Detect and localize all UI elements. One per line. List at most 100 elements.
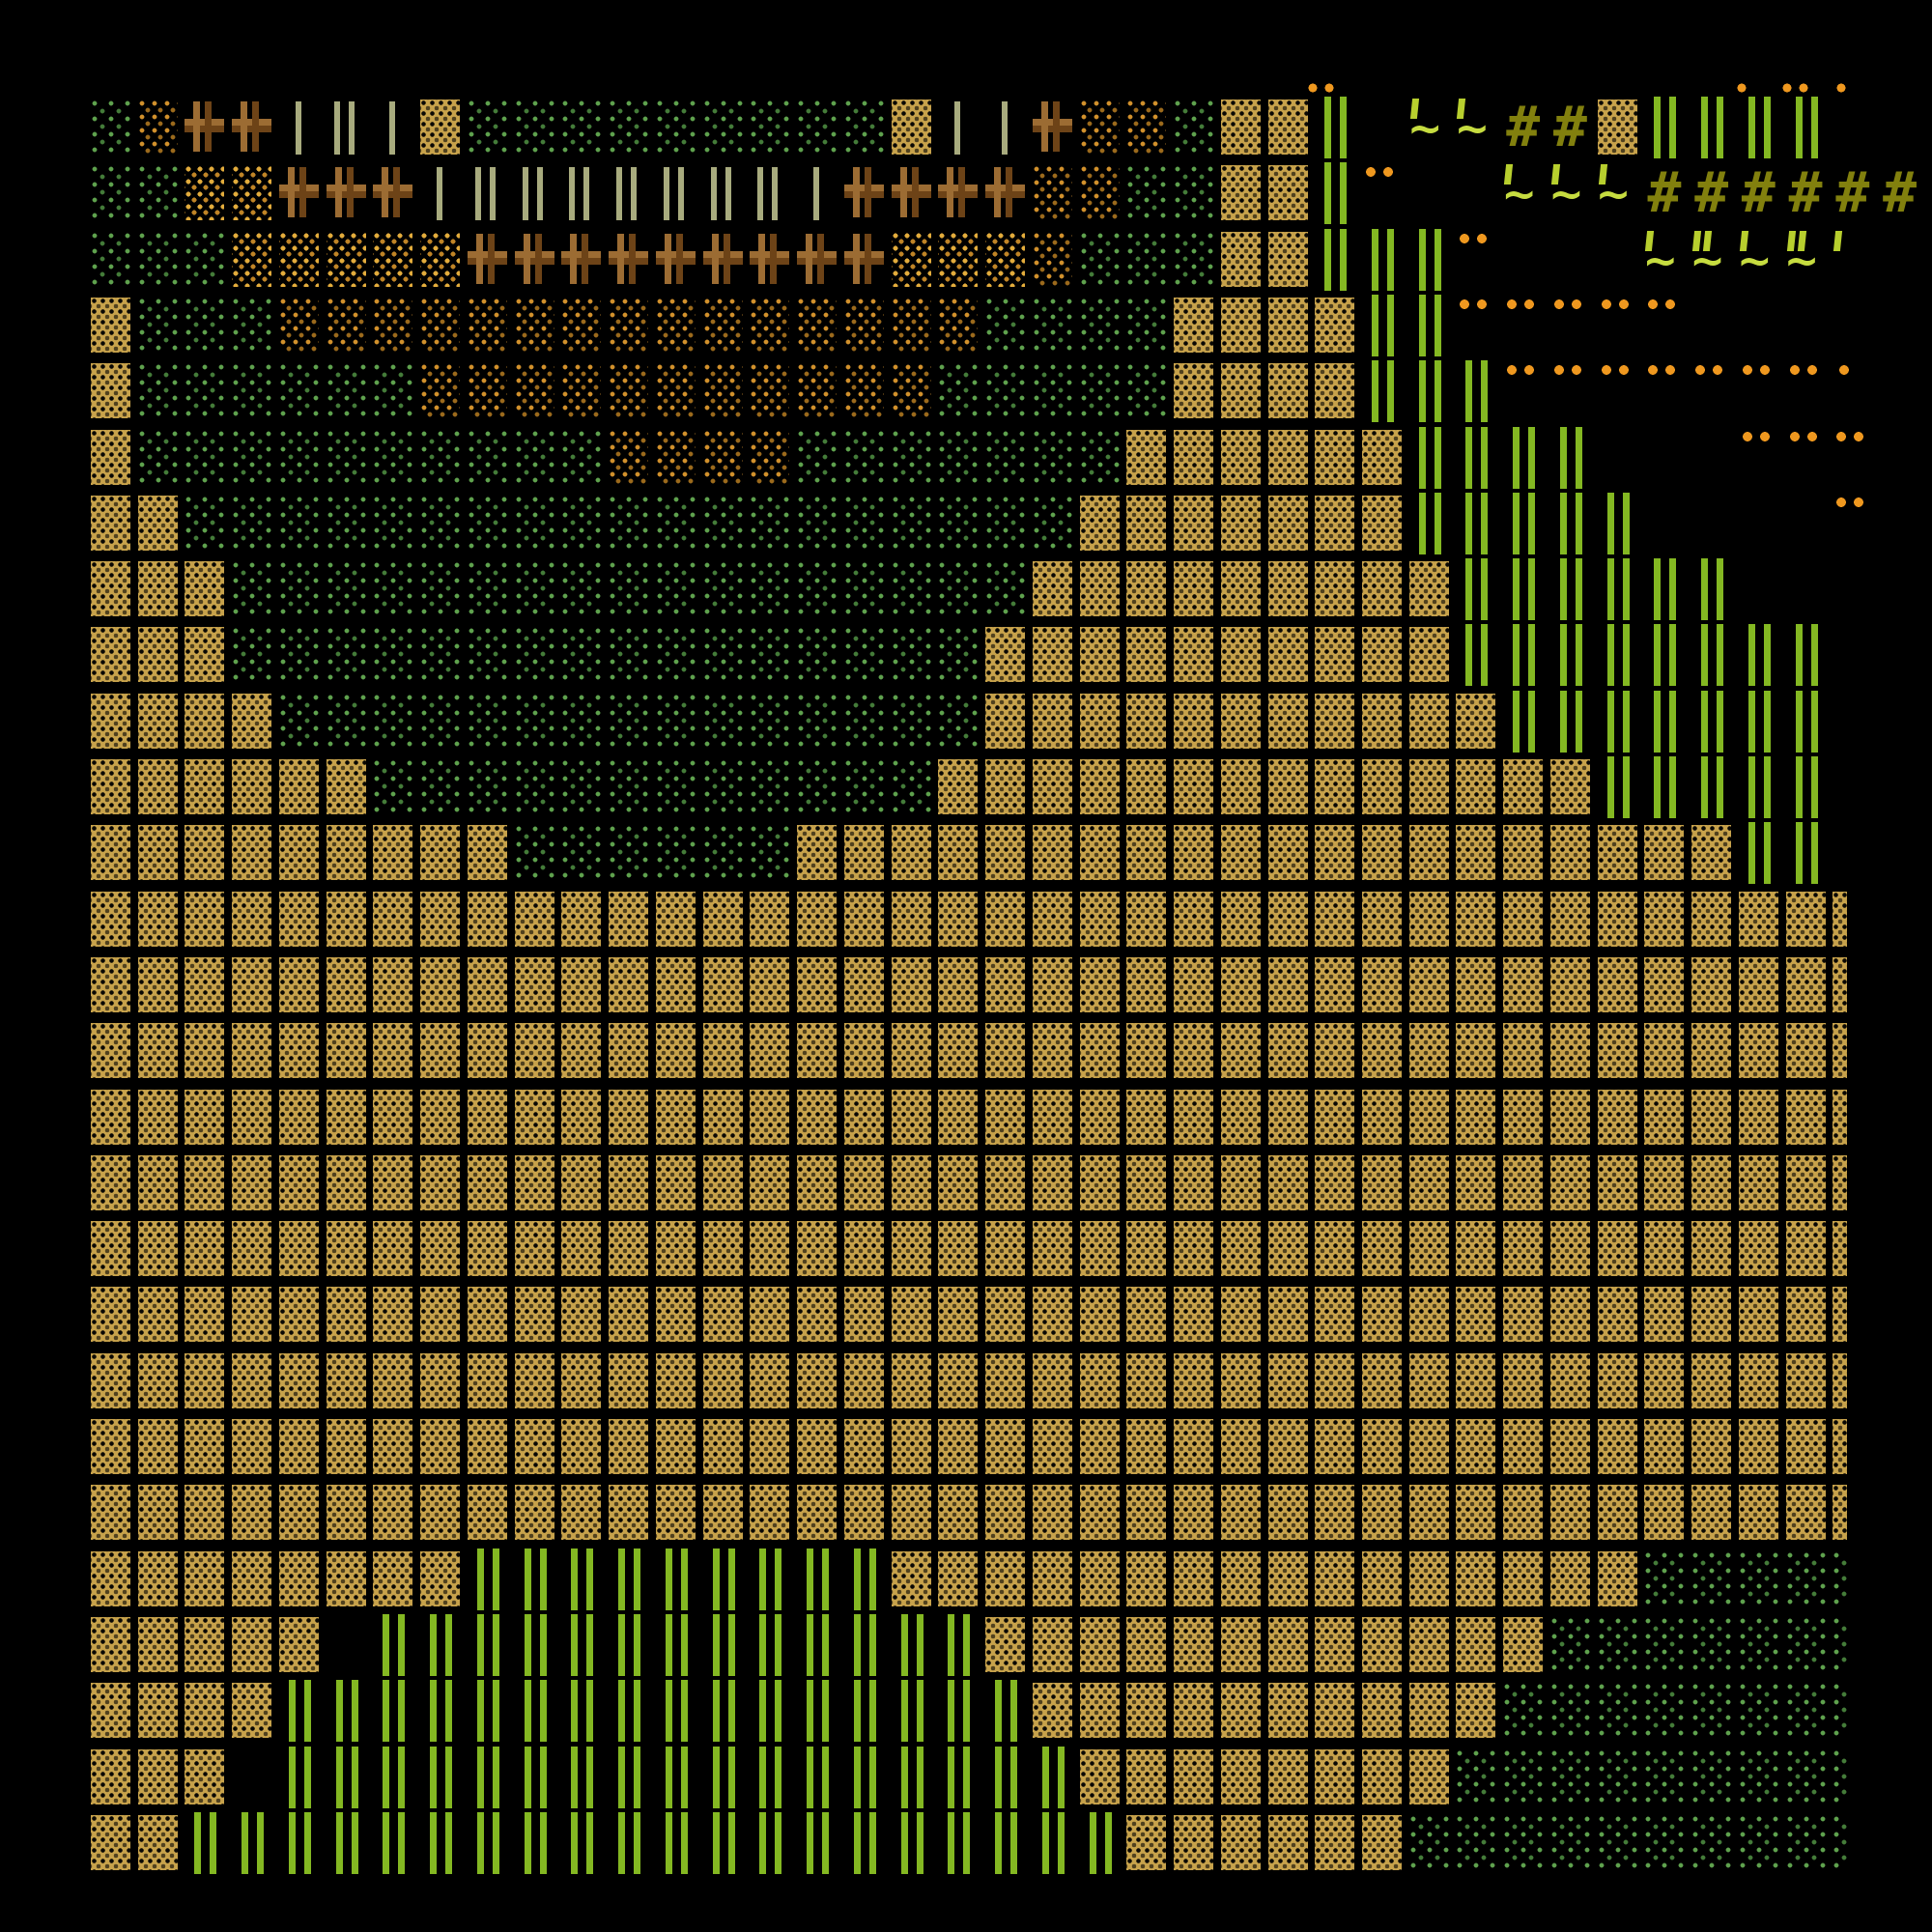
grass-light-shade-tile[interactable]	[652, 491, 699, 557]
sand-medium-shade-tile[interactable]	[181, 1414, 228, 1481]
soil-light-shade-tile[interactable]	[746, 358, 793, 425]
sand-medium-shade-tile[interactable]	[275, 754, 323, 821]
sand-medium-shade-tile[interactable]	[87, 1810, 134, 1877]
sand-medium-shade-tile[interactable]	[323, 1414, 370, 1481]
soil-light-shade-tile[interactable]	[840, 358, 888, 425]
sand-medium-shade-tile[interactable]	[1594, 1282, 1641, 1349]
grass-light-shade-tile[interactable]	[1594, 1745, 1641, 1811]
sand-medium-shade-tile[interactable]	[1264, 1216, 1312, 1283]
sand-medium-shade-tile[interactable]	[1264, 358, 1312, 425]
grass-light-shade-tile[interactable]	[888, 556, 935, 623]
sand-medium-shade-tile[interactable]	[228, 1282, 275, 1349]
sand-medium-shade-tile[interactable]	[1076, 1349, 1123, 1415]
sand-medium-shade-tile[interactable]	[1499, 820, 1547, 887]
grass-light-shade-tile[interactable]	[1782, 1612, 1830, 1679]
soil-amber-shade-tile[interactable]	[888, 227, 935, 294]
sand-medium-shade-tile[interactable]	[1170, 1612, 1217, 1679]
sand-medium-shade-tile[interactable]	[134, 1547, 182, 1613]
sand-medium-shade-tile[interactable]	[1122, 491, 1170, 557]
crop-double-bar-tile[interactable]	[652, 1612, 699, 1679]
sand-medium-shade-tile[interactable]	[557, 887, 605, 953]
sand-medium-shade-tile[interactable]	[464, 820, 511, 887]
sand-medium-shade-tile[interactable]	[369, 1151, 416, 1217]
crop-double-bar-tile[interactable]	[369, 1810, 416, 1877]
crop-double-bar-tile[interactable]	[1452, 425, 1499, 492]
sand-medium-shade-tile[interactable]	[981, 689, 1029, 755]
sand-medium-shade-tile[interactable]	[1311, 491, 1358, 557]
crop-double-bar-tile[interactable]	[1311, 160, 1358, 227]
grass-light-shade-tile[interactable]	[793, 425, 840, 492]
soil-amber-shade-tile[interactable]	[181, 160, 228, 227]
grass-light-shade-tile[interactable]	[275, 689, 323, 755]
sand-medium-shade-tile[interactable]	[1076, 1678, 1123, 1745]
crop-double-bar-tile[interactable]	[1782, 95, 1830, 161]
sand-medium-shade-tile[interactable]	[1311, 1085, 1358, 1151]
sand-medium-shade-tile[interactable]	[1406, 1282, 1453, 1349]
crop-double-bar-tile[interactable]	[1782, 622, 1830, 689]
sand-medium-shade-tile[interactable]	[1264, 227, 1312, 294]
sand-medium-shade-tile[interactable]	[369, 1349, 416, 1415]
crop-double-bar-tile[interactable]	[699, 1612, 747, 1679]
sand-medium-shade-tile[interactable]	[134, 622, 182, 689]
crop-double-bar-tile[interactable]	[1406, 425, 1453, 492]
grass-light-shade-tile[interactable]	[1829, 1745, 1876, 1811]
grass-light-shade-tile[interactable]	[181, 227, 228, 294]
grass-light-shade-tile[interactable]	[464, 622, 511, 689]
sand-medium-shade-tile[interactable]	[87, 1678, 134, 1745]
sand-medium-shade-tile[interactable]	[1452, 1216, 1499, 1283]
sand-medium-shade-tile[interactable]	[87, 1547, 134, 1613]
sand-medium-shade-tile[interactable]	[1217, 1018, 1264, 1085]
sand-medium-shade-tile[interactable]	[181, 1480, 228, 1547]
sand-medium-shade-tile[interactable]	[323, 952, 370, 1019]
sand-medium-shade-tile[interactable]	[1452, 1414, 1499, 1481]
sand-medium-shade-tile[interactable]	[1170, 1745, 1217, 1811]
sand-medium-shade-tile[interactable]	[1170, 887, 1217, 953]
sand-medium-shade-tile[interactable]	[134, 1678, 182, 1745]
sand-medium-shade-tile[interactable]	[557, 1414, 605, 1481]
sand-medium-shade-tile[interactable]	[275, 1349, 323, 1415]
sand-medium-shade-tile[interactable]	[1499, 1216, 1547, 1283]
crop-double-bar-tile[interactable]	[228, 1810, 275, 1877]
sand-medium-shade-tile[interactable]	[323, 1480, 370, 1547]
sand-medium-shade-tile[interactable]	[699, 1282, 747, 1349]
sand-medium-shade-tile[interactable]	[1029, 1282, 1076, 1349]
sand-medium-shade-tile[interactable]	[181, 1547, 228, 1613]
sand-medium-shade-tile[interactable]	[1076, 556, 1123, 623]
sand-medium-shade-tile[interactable]	[746, 1085, 793, 1151]
sand-medium-shade-tile[interactable]	[181, 689, 228, 755]
grass-light-shade-tile[interactable]	[746, 820, 793, 887]
grass-light-shade-tile[interactable]	[464, 689, 511, 755]
sand-medium-shade-tile[interactable]	[1782, 1085, 1830, 1151]
sand-medium-shade-tile[interactable]	[557, 1282, 605, 1349]
sand-medium-shade-tile[interactable]	[1782, 1018, 1830, 1085]
sand-medium-shade-tile[interactable]	[1406, 754, 1453, 821]
grass-light-shade-tile[interactable]	[557, 754, 605, 821]
sand-medium-shade-tile[interactable]	[1452, 1678, 1499, 1745]
sand-medium-shade-tile[interactable]	[416, 1216, 464, 1283]
sand-medium-shade-tile[interactable]	[981, 1414, 1029, 1481]
crop-double-bar-tile[interactable]	[275, 1810, 323, 1877]
sand-medium-shade-tile[interactable]	[87, 1151, 134, 1217]
sand-medium-shade-tile[interactable]	[87, 1282, 134, 1349]
grass-light-shade-tile[interactable]	[605, 820, 652, 887]
sand-medium-shade-tile[interactable]	[793, 1480, 840, 1547]
sand-medium-shade-tile[interactable]	[1688, 1151, 1735, 1217]
sand-medium-shade-tile[interactable]	[1499, 952, 1547, 1019]
grass-light-shade-tile[interactable]	[511, 754, 558, 821]
sand-medium-shade-tile[interactable]	[134, 689, 182, 755]
sand-medium-shade-tile[interactable]	[1688, 952, 1735, 1019]
grass-light-shade-tile[interactable]	[840, 556, 888, 623]
tilled-plot-cross-tile[interactable]	[840, 160, 888, 227]
crop-double-bar-tile[interactable]	[1594, 689, 1641, 755]
sand-medium-shade-tile[interactable]	[1594, 1349, 1641, 1415]
soil-light-shade-tile[interactable]	[1029, 160, 1076, 227]
sand-medium-shade-tile[interactable]	[793, 1216, 840, 1283]
sand-medium-shade-tile[interactable]	[1217, 95, 1264, 161]
sand-medium-shade-tile[interactable]	[1311, 1018, 1358, 1085]
sand-medium-shade-tile[interactable]	[652, 1480, 699, 1547]
tilled-plot-cross-tile[interactable]	[605, 227, 652, 294]
sand-medium-shade-tile[interactable]	[1594, 1151, 1641, 1217]
sand-medium-shade-tile[interactable]	[1499, 1547, 1547, 1613]
sand-medium-shade-tile[interactable]	[369, 1018, 416, 1085]
sand-medium-shade-tile[interactable]	[323, 1018, 370, 1085]
